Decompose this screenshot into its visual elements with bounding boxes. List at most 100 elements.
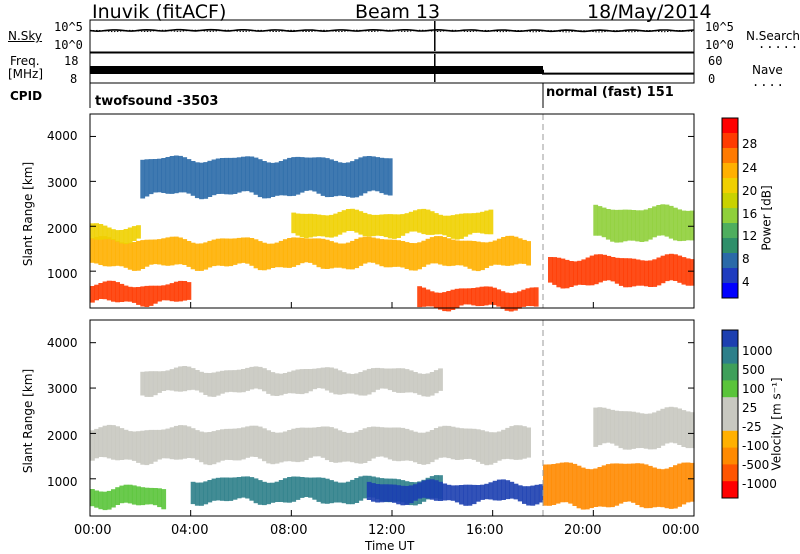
- velocity-cell: [299, 427, 305, 462]
- power-cell: [379, 214, 385, 236]
- power-cell: [504, 292, 510, 311]
- noise-panel-frame: [89, 19, 695, 53]
- power-cell: [115, 240, 120, 266]
- power-cell: [173, 281, 179, 302]
- power-cell: [324, 239, 330, 269]
- velocity-cell: [614, 410, 620, 446]
- power-cell: [241, 237, 246, 263]
- velocity-cell: [618, 411, 624, 449]
- velocity-cell: [253, 425, 259, 457]
- power-cell: [664, 204, 670, 237]
- power-cell: [396, 240, 401, 267]
- velocity-cell: [438, 481, 443, 501]
- power-cell: [467, 240, 473, 269]
- velocity-cell: [282, 478, 288, 503]
- velocity-cell: [140, 487, 146, 506]
- velocity-cell: [484, 483, 490, 500]
- velocity-cell: [220, 429, 225, 461]
- power-cbar-frame: [721, 117, 739, 299]
- velocity-cell: [161, 429, 167, 459]
- velocity-cell: [333, 368, 339, 395]
- velocity-cell: [111, 425, 116, 460]
- velocity-cell: [308, 369, 313, 392]
- velocity-cell: [220, 370, 225, 394]
- power-cbar-tick-4: 4: [742, 275, 750, 289]
- velocity-cell: [329, 367, 334, 393]
- noise-left-tick-bottom: 10^0: [54, 38, 83, 52]
- power-cell: [483, 286, 489, 306]
- power-cell: [295, 213, 301, 236]
- velocity-cell: [98, 491, 104, 510]
- velocity-cell: [350, 374, 355, 394]
- velocity-cell: [446, 425, 452, 459]
- velocity-cell: [626, 463, 632, 502]
- power-cell: [299, 238, 305, 264]
- power-cell: [552, 257, 557, 285]
- power-cell: [425, 289, 431, 307]
- power-cell: [471, 213, 477, 233]
- velocity-cell: [291, 476, 297, 502]
- power-cell: [379, 239, 385, 267]
- power-cbar-tick-24: 24: [742, 161, 758, 175]
- power-cell: [639, 260, 645, 286]
- nave-label: Nave: [752, 63, 783, 77]
- power-cell: [152, 285, 158, 304]
- power-cell: [165, 157, 171, 194]
- power-cell: [601, 207, 607, 238]
- power-cell: [366, 214, 372, 237]
- velocity-cell: [262, 428, 267, 462]
- power-cbar-segment: [722, 118, 738, 134]
- velocity-cbar-segment: [722, 430, 738, 449]
- power-cell: [618, 258, 624, 286]
- power-cell: [442, 215, 448, 236]
- power-cell: [119, 283, 125, 302]
- velocity-cell: [509, 481, 515, 499]
- velocity-cell: [467, 428, 473, 459]
- velocity-cell: [689, 412, 695, 449]
- velocity-cell: [475, 485, 481, 502]
- power-cell: [350, 240, 355, 270]
- power-cell: [358, 157, 364, 196]
- velocity-cell: [413, 372, 418, 394]
- velocity-cell: [341, 482, 347, 504]
- velocity-cell: [404, 369, 410, 393]
- power-cell: [140, 286, 146, 307]
- velocity-cell: [199, 371, 204, 393]
- velocity-cell: [463, 484, 469, 506]
- velocity-cell: [148, 371, 154, 397]
- power-cell: [253, 157, 259, 195]
- power-cell: [484, 242, 490, 268]
- power-cell: [98, 283, 104, 299]
- power-cell: [182, 157, 188, 193]
- power-cell: [463, 213, 469, 237]
- power-cell: [329, 159, 334, 197]
- nave-marker: ....: [752, 75, 785, 89]
- power-cell: [618, 209, 624, 243]
- power-cell: [433, 213, 439, 235]
- velocity-cell: [337, 370, 343, 395]
- velocity-cell: [278, 480, 284, 502]
- power-cell: [190, 242, 196, 270]
- velocity-cell: [266, 430, 271, 464]
- power-cell: [186, 159, 192, 194]
- power-cell: [614, 209, 620, 243]
- power-cell: [119, 230, 125, 244]
- power-cell: [182, 281, 188, 301]
- velocity-cell: [215, 430, 221, 463]
- power-cell: [312, 238, 318, 265]
- power-cell: [387, 214, 393, 239]
- power-cell: [471, 288, 477, 306]
- power-cell: [249, 238, 255, 266]
- velocity-cell: [320, 367, 326, 389]
- power-cell: [131, 287, 137, 303]
- power-cell: [278, 240, 284, 268]
- velocity-cell: [673, 465, 678, 509]
- velocity-cell: [228, 428, 234, 460]
- power-cell: [303, 238, 309, 263]
- velocity-cell: [404, 428, 410, 461]
- velocity-cell: [366, 427, 372, 461]
- velocity-cell: [555, 463, 561, 504]
- velocity-cell: [605, 408, 611, 443]
- power-cbar-segment: [722, 133, 738, 149]
- velocity-cell: [203, 432, 209, 465]
